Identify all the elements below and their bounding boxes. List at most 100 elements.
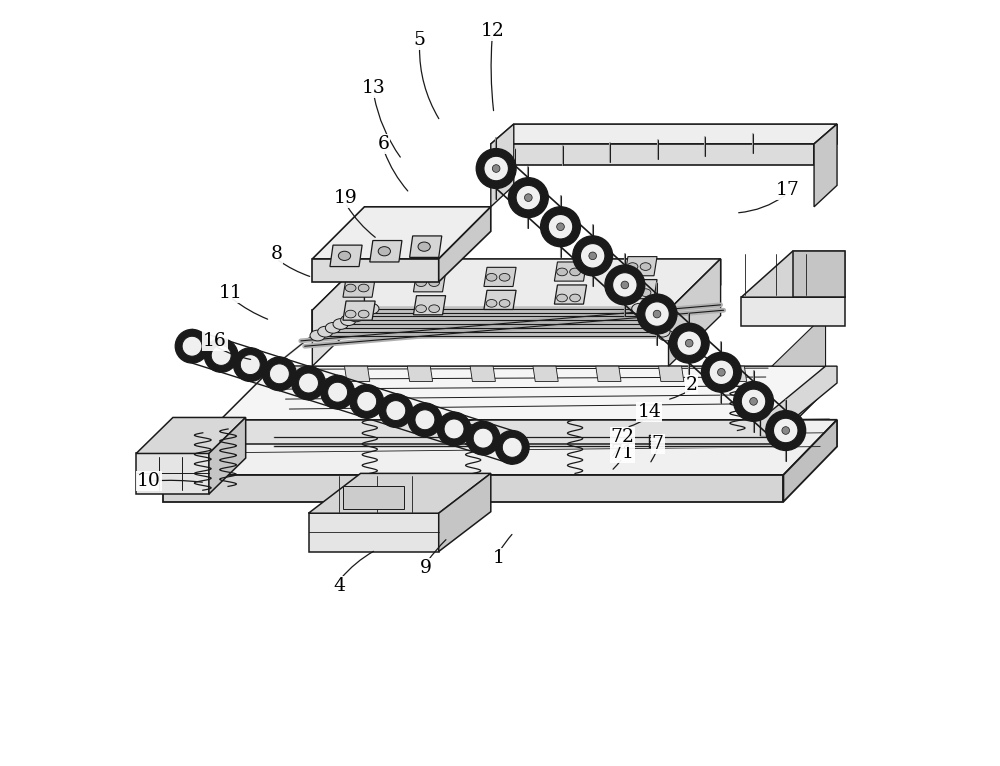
Ellipse shape xyxy=(338,251,351,260)
Ellipse shape xyxy=(647,319,662,329)
Text: 9: 9 xyxy=(420,559,432,578)
Polygon shape xyxy=(772,314,826,366)
Circle shape xyxy=(484,156,508,181)
Circle shape xyxy=(408,403,442,437)
Ellipse shape xyxy=(640,289,651,296)
Text: 71: 71 xyxy=(611,444,634,463)
Polygon shape xyxy=(741,297,845,326)
Ellipse shape xyxy=(557,294,567,302)
Polygon shape xyxy=(669,259,721,366)
Ellipse shape xyxy=(418,242,430,251)
Circle shape xyxy=(525,194,532,201)
Ellipse shape xyxy=(486,273,497,281)
Circle shape xyxy=(541,207,580,247)
Ellipse shape xyxy=(325,322,341,333)
Polygon shape xyxy=(312,259,439,282)
Circle shape xyxy=(782,427,790,434)
Ellipse shape xyxy=(310,330,325,341)
Polygon shape xyxy=(309,473,491,513)
Ellipse shape xyxy=(345,284,356,292)
Polygon shape xyxy=(484,267,516,286)
Circle shape xyxy=(709,360,734,385)
Polygon shape xyxy=(410,236,442,257)
Polygon shape xyxy=(343,486,404,509)
Circle shape xyxy=(386,401,406,421)
Polygon shape xyxy=(814,124,837,207)
Polygon shape xyxy=(659,366,684,381)
Polygon shape xyxy=(439,473,491,552)
Polygon shape xyxy=(163,420,837,475)
Circle shape xyxy=(299,373,318,393)
Polygon shape xyxy=(345,366,370,381)
Circle shape xyxy=(466,421,500,455)
Circle shape xyxy=(637,294,677,334)
Text: 2: 2 xyxy=(686,375,698,394)
Ellipse shape xyxy=(655,326,670,337)
Ellipse shape xyxy=(356,307,371,318)
Circle shape xyxy=(750,398,757,405)
Polygon shape xyxy=(554,262,587,281)
Polygon shape xyxy=(136,417,246,453)
Ellipse shape xyxy=(627,289,638,296)
Polygon shape xyxy=(491,124,514,207)
Text: 1: 1 xyxy=(493,548,504,567)
Ellipse shape xyxy=(499,273,510,281)
Circle shape xyxy=(444,419,464,439)
Polygon shape xyxy=(407,366,433,381)
Polygon shape xyxy=(343,278,375,297)
Polygon shape xyxy=(413,273,446,292)
Circle shape xyxy=(766,411,806,450)
Polygon shape xyxy=(312,259,364,366)
Polygon shape xyxy=(312,207,491,259)
Circle shape xyxy=(292,366,325,400)
Text: 13: 13 xyxy=(362,79,385,97)
Circle shape xyxy=(701,352,741,392)
Polygon shape xyxy=(814,124,837,165)
Polygon shape xyxy=(343,301,375,320)
Polygon shape xyxy=(312,310,669,336)
Polygon shape xyxy=(772,366,826,444)
Circle shape xyxy=(495,430,529,464)
Circle shape xyxy=(476,149,516,188)
Polygon shape xyxy=(484,290,516,309)
Circle shape xyxy=(492,165,500,172)
Ellipse shape xyxy=(364,303,379,314)
Circle shape xyxy=(350,385,384,418)
Text: 17: 17 xyxy=(775,181,799,199)
Polygon shape xyxy=(220,366,826,420)
Circle shape xyxy=(557,223,564,231)
Circle shape xyxy=(502,437,522,457)
Ellipse shape xyxy=(358,284,369,292)
Polygon shape xyxy=(491,124,837,144)
Polygon shape xyxy=(669,259,721,336)
Polygon shape xyxy=(330,245,362,267)
Circle shape xyxy=(669,323,709,363)
Text: 8: 8 xyxy=(270,245,282,264)
Text: 4: 4 xyxy=(333,577,345,595)
Circle shape xyxy=(718,368,725,376)
Circle shape xyxy=(269,364,289,384)
Text: 11: 11 xyxy=(218,283,242,302)
Ellipse shape xyxy=(345,310,356,318)
Ellipse shape xyxy=(416,279,426,286)
Circle shape xyxy=(773,418,798,443)
Ellipse shape xyxy=(640,263,651,270)
Text: 5: 5 xyxy=(414,31,426,49)
Circle shape xyxy=(240,355,260,375)
Polygon shape xyxy=(209,417,246,494)
Ellipse shape xyxy=(499,300,510,307)
Polygon shape xyxy=(554,285,587,304)
Ellipse shape xyxy=(333,319,348,329)
Circle shape xyxy=(379,394,413,427)
Circle shape xyxy=(321,375,354,409)
Text: 7: 7 xyxy=(652,435,664,453)
Ellipse shape xyxy=(632,303,647,314)
Circle shape xyxy=(548,214,573,239)
Circle shape xyxy=(741,389,766,414)
Ellipse shape xyxy=(643,315,659,326)
Circle shape xyxy=(473,428,493,448)
Text: 6: 6 xyxy=(378,135,390,153)
Circle shape xyxy=(508,178,548,218)
Ellipse shape xyxy=(570,294,580,302)
Polygon shape xyxy=(783,420,837,502)
